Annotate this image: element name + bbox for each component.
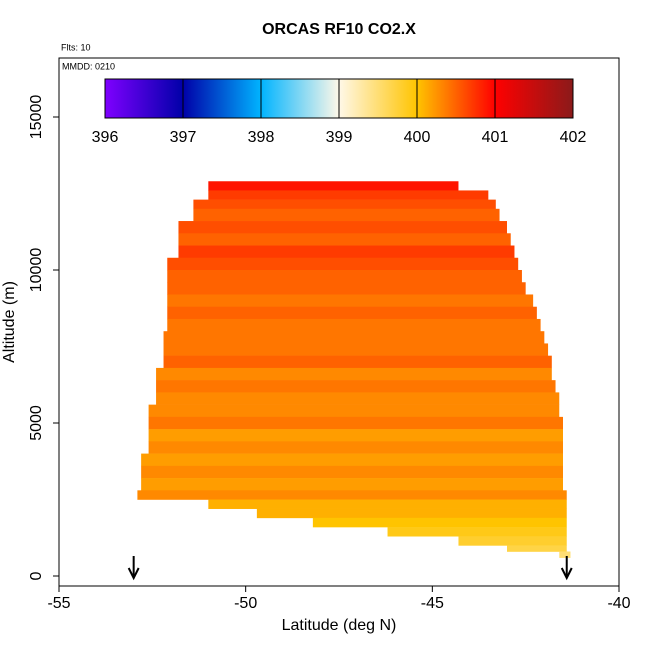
cell [148, 441, 563, 454]
cell [148, 429, 563, 442]
cell [178, 245, 515, 259]
cell [387, 527, 567, 537]
flights-note: Flts: 10 [61, 42, 91, 52]
cell [458, 536, 567, 546]
chart-title: ORCAS RF10 CO2.X [262, 21, 416, 38]
cell [312, 517, 567, 528]
cell [167, 257, 519, 271]
cell [167, 269, 522, 283]
cell [208, 499, 567, 509]
date-note: MMDD: 0210 [62, 61, 115, 71]
x-tick-label: -55 [47, 595, 70, 612]
cell [156, 392, 560, 405]
y-tick-label: 15000 [28, 95, 45, 140]
cell [163, 343, 549, 356]
cell [163, 355, 552, 369]
cell [167, 294, 534, 308]
cell [141, 453, 563, 467]
x-tick-label: -45 [421, 595, 444, 612]
cell [208, 181, 459, 191]
x-tick-label: -50 [234, 595, 257, 612]
arrow-head [127, 567, 140, 581]
cell [148, 404, 560, 418]
cell [193, 199, 496, 210]
colorbar-tick-label: 398 [248, 129, 275, 146]
y-tick-label: 0 [28, 571, 45, 580]
cell [137, 490, 567, 500]
plot-frame [58, 57, 620, 587]
cell [167, 318, 541, 332]
cell [559, 551, 571, 558]
cell [156, 380, 556, 393]
x-tick-label: -40 [607, 595, 630, 612]
colorbar-tick-label: 397 [170, 129, 197, 146]
y-axis-label: Altitude (m) [1, 281, 18, 363]
colorbar-tick-label: 396 [92, 129, 119, 146]
cell [156, 367, 552, 381]
cell [141, 465, 563, 479]
colorbar-tick-label: 399 [326, 129, 353, 146]
y-tick-label: 10000 [28, 248, 45, 293]
cell [178, 221, 507, 234]
cell [256, 508, 567, 519]
cell [507, 545, 567, 552]
colorbar-tick-label: 402 [560, 129, 587, 146]
cell [167, 282, 526, 295]
cell [208, 190, 489, 200]
cell [193, 208, 500, 222]
cell [163, 331, 545, 344]
cell [167, 306, 537, 320]
cell [148, 416, 563, 430]
cell [178, 233, 511, 246]
colorbar-tick-label: 401 [482, 129, 509, 146]
colorbar-tick-label: 400 [404, 129, 431, 146]
arrow-head [560, 567, 573, 581]
x-axis-label: Latitude (deg N) [282, 617, 397, 634]
cell [141, 478, 563, 491]
y-tick-label: 5000 [28, 405, 45, 441]
